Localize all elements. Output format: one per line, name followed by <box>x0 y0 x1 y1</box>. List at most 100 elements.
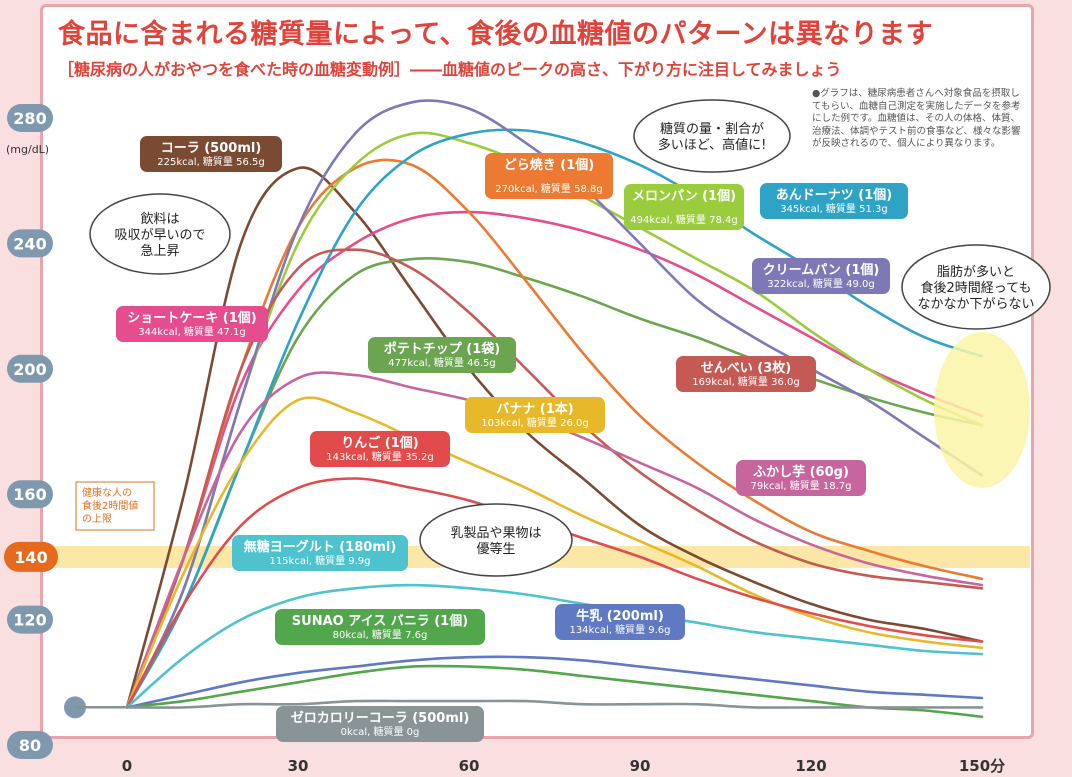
series-label-bg <box>275 609 485 645</box>
series-label-box: どら焼き (1個) 270kcal, 糖質量 58.8g <box>485 153 613 199</box>
series-label-box: 牛乳 (200ml)134kcal, 糖質量 9.6g <box>555 604 685 640</box>
series-info: 103kcal, 糖質量 26.0g <box>481 416 588 429</box>
series-label-bg <box>752 258 890 294</box>
series-name: 牛乳 (200ml) <box>576 608 664 624</box>
y-tick-label: 120 <box>13 611 46 630</box>
series-info: 345kcal, 糖質量 51.3g <box>780 202 887 215</box>
chart-panel <box>40 4 1034 739</box>
series-info: 79kcal, 糖質量 18.7g <box>750 479 851 492</box>
y-tick-label: 240 <box>13 234 46 253</box>
series-label-box: りんご (1個)143kcal, 糖質量 35.2g <box>310 431 450 467</box>
reference-label: 140 <box>14 548 47 567</box>
callout-shape <box>633 99 791 173</box>
series-line <box>125 664 984 719</box>
series-info: 477kcal, 糖質量 46.5g <box>388 356 495 369</box>
series-line <box>125 699 984 709</box>
callout-shape <box>419 503 573 577</box>
series-label-box: 無糖ヨーグルト (180ml)115kcal, 糖質量 9.9g <box>232 535 408 571</box>
method-note: ●グラフは、糖尿病患者さんへ対象食品を摂取してもらい、血糖自己測定を実施したデー… <box>812 88 1021 149</box>
series-label-box: ふかし芋 (60g)79kcal, 糖質量 18.7g <box>736 460 866 496</box>
series-line <box>125 166 984 709</box>
series-line <box>125 210 984 709</box>
series-label-box: ゼロカロリーコーラ (500ml)0kcal, 糖質量 0g <box>276 706 484 742</box>
chart-subtitle: ［糖尿病の人がおやつを食べた時の血糖変動例］――血糖値のピークの高さ、下がり方に… <box>58 60 842 79</box>
y-tick-pill <box>7 605 53 634</box>
y-tick-label: 280 <box>13 109 46 128</box>
series-label-bg <box>140 136 282 172</box>
callout-text: 吸収が早いので <box>114 228 205 243</box>
series-label-box: コーラ (500ml)225kcal, 糖質量 56.5g <box>140 136 282 172</box>
series-label-bg <box>624 184 744 230</box>
series-name: あんドーナツ (1個) <box>776 187 892 203</box>
y-axis-unit: (mg/dL) <box>6 143 49 156</box>
series-info: 344kcal, 糖質量 47.1g <box>138 325 245 338</box>
series-label-box: バナナ (1本)103kcal, 糖質量 26.0g <box>465 397 605 433</box>
series-label-bg <box>760 183 908 219</box>
x-tick-label: 30 <box>288 757 309 775</box>
y-tick-pill <box>7 104 53 132</box>
series-info: 115kcal, 糖質量 9.9g <box>269 554 370 567</box>
series-name: せんべい (3枚) <box>701 360 791 376</box>
reference-caption-line: 食後2時間値 <box>82 499 138 512</box>
series-line <box>125 655 984 709</box>
series-label-box: せんべい (3枚)169kcal, 糖質量 36.0g <box>676 356 816 392</box>
series-name: 無糖ヨーグルト (180ml) <box>244 539 397 555</box>
y-tick-pill <box>7 480 53 509</box>
series-label-bg <box>368 337 516 373</box>
y-tick-pill <box>7 731 53 759</box>
series-line <box>125 158 984 709</box>
callout-text: 糖質の量・割合が <box>660 121 764 137</box>
series-info: 0kcal, 糖質量 0g <box>341 725 420 738</box>
series-name: ポテトチップ (1袋) <box>384 341 500 357</box>
series-label-box: ポテトチップ (1袋)477kcal, 糖質量 46.5g <box>368 337 516 373</box>
y-tick-label: 80 <box>19 736 41 755</box>
series-label-box: メロンパン (1個) 494kcal, 糖質量 78.4g <box>624 184 744 230</box>
series-label-bg <box>485 153 613 199</box>
series-name: りんご (1個) <box>341 435 418 451</box>
callout-text: 食後2時間経っても <box>921 280 1032 296</box>
chart-title: 食品に含まれる糖質量によって、食後の血糖値のパターンは異なります <box>58 19 934 50</box>
series-name: バナナ (1本) <box>496 401 573 417</box>
reference-caption-line: 健康な人の <box>82 486 132 499</box>
series-label-box: クリームパン (1個)322kcal, 糖質量 49.0g <box>752 258 890 294</box>
callout-text: 飲料は <box>140 211 179 227</box>
series-info: 169kcal, 糖質量 36.0g <box>692 375 799 388</box>
y-tick-label: 200 <box>13 360 46 379</box>
series-line <box>125 396 984 709</box>
series-label-bg <box>232 535 408 571</box>
series-line <box>125 583 984 709</box>
series-info: 80kcal, 糖質量 7.6g <box>333 628 428 641</box>
series-info: 322kcal, 糖質量 49.0g <box>767 277 874 290</box>
callout-text: 脂肪が多いと <box>937 264 1015 280</box>
series-line <box>125 99 984 709</box>
series-info: 225kcal, 糖質量 56.5g <box>157 155 264 168</box>
series-label-bg <box>736 460 866 496</box>
series-info: 143kcal, 糖質量 35.2g <box>326 450 433 463</box>
callout-text: 乳製品や果物は <box>450 526 541 541</box>
callout-shape <box>89 193 231 275</box>
callout-shape <box>901 244 1051 330</box>
callout-text: 優等生 <box>476 541 515 557</box>
callout-text: 急上昇 <box>140 244 179 259</box>
series-label-bg <box>676 356 816 392</box>
x-tick-label: 0 <box>122 757 132 775</box>
x-tick-label: 90 <box>630 757 651 775</box>
series-info: 270kcal, 糖質量 58.8g <box>495 182 602 195</box>
reference-caption-line: の上限 <box>82 513 112 525</box>
series-name: ゼロカロリーコーラ (500ml) <box>291 710 470 726</box>
series-line <box>125 248 984 709</box>
series-name: メロンパン (1個) <box>632 188 736 204</box>
callout-text: 多いほど、高値に! <box>658 137 767 153</box>
series-label-bg <box>116 306 268 342</box>
series-name: コーラ (500ml) <box>161 141 262 156</box>
series-label-bg <box>555 604 685 640</box>
series-name: SUNAO アイス バニラ (1個) <box>292 613 468 629</box>
fat-highlight <box>934 332 1030 488</box>
reference-caption-box <box>75 481 155 531</box>
